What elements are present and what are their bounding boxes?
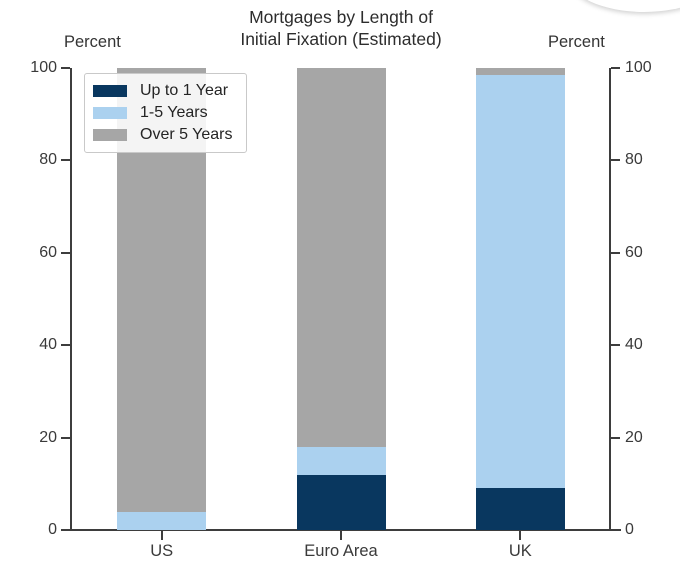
left-axis-tick <box>61 67 70 69</box>
left-axis-tick <box>61 436 70 439</box>
legend-label: 1-5 Years <box>140 104 208 121</box>
bar-segment-up-to-1-year <box>475 488 565 530</box>
right-axis-tick <box>611 436 620 439</box>
right-axis-tick-label: 20 <box>625 428 643 446</box>
category-label: UK <box>508 542 532 560</box>
right-axis-tick-label: 60 <box>625 243 643 261</box>
x-axis <box>61 529 621 531</box>
decorative-circle <box>568 0 680 12</box>
right-axis-tick <box>611 159 620 162</box>
legend-label: Up to 1 Year <box>140 82 229 99</box>
right-axis-tick-label: 80 <box>625 151 643 169</box>
chart-title-line1: Mortgages by Length of <box>249 7 433 27</box>
bar-segment-up-to-1-year <box>296 474 386 530</box>
legend-swatch-1-5-years <box>93 107 127 119</box>
left-axis-tick <box>61 251 70 254</box>
legend-label: Over 5 Years <box>140 126 233 143</box>
legend-item-up-to-1-year: Up to 1 Year <box>93 80 246 102</box>
left-axis-tick-label: 80 <box>39 151 57 169</box>
left-axis-tick <box>61 529 70 531</box>
left-axis-tick-label: 0 <box>48 521 57 538</box>
category-label: Euro Area <box>304 542 378 560</box>
left-axis-tick-label: 20 <box>39 428 57 446</box>
right-axis-tick <box>611 529 620 531</box>
left-axis-tick-label: 100 <box>30 59 57 76</box>
x-axis-tick <box>160 531 163 540</box>
right-y-axis <box>609 68 611 531</box>
right-axis-tick <box>611 251 620 254</box>
bar-segment-1-5-years <box>296 446 386 475</box>
right-axis-tick-label: 40 <box>625 336 643 354</box>
left-axis-tick-label: 60 <box>39 243 57 261</box>
left-axis-tick-label: 40 <box>39 336 57 354</box>
left-axis-tick <box>61 344 70 347</box>
legend: Up to 1 Year 1-5 Years Over 5 Years <box>84 73 247 153</box>
left-y-axis <box>70 68 72 531</box>
chart-title-line2: Initial Fixation (Estimated) <box>240 29 442 49</box>
x-axis-tick <box>340 531 342 540</box>
left-axis-tick <box>61 159 70 162</box>
legend-swatch-over-5-years <box>93 129 127 141</box>
chart-title: Mortgages by Length of Initial Fixation … <box>171 6 511 50</box>
left-axis-title: Percent <box>64 33 121 51</box>
right-axis-tick <box>611 67 620 69</box>
legend-item-1-5-years: 1-5 Years <box>93 102 246 124</box>
right-axis-tick-label: 100 <box>625 59 652 76</box>
right-axis-title: Percent <box>548 33 605 51</box>
x-axis-tick <box>519 531 522 540</box>
bar-segment-over-5-years <box>296 68 386 447</box>
bar-segment-over-5-years <box>475 68 565 75</box>
right-axis-tick <box>611 344 620 347</box>
bar-segment-1-5-years <box>475 74 565 489</box>
legend-swatch-up-to-1-year <box>93 85 127 97</box>
legend-item-over-5-years: Over 5 Years <box>93 124 246 146</box>
right-axis-tick-label: 0 <box>625 521 634 538</box>
bar-segment-1-5-years <box>117 511 207 530</box>
category-label: US <box>150 542 174 560</box>
